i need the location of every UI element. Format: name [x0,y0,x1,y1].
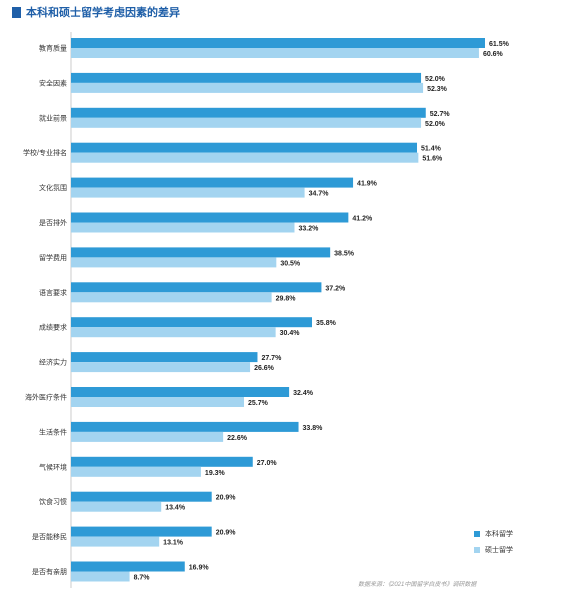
bar-master [71,117,422,128]
bar-master [71,48,479,58]
bar-undergrad [71,561,185,572]
category-label: 是否排外 [39,218,67,227]
bar-master [71,362,251,373]
legend-label-undergrad: 本科留学 [485,531,513,538]
value-label-master: 29.8% [276,295,297,302]
value-label-undergrad: 38.5% [334,250,355,257]
value-label-master: 19.3% [205,470,226,477]
title-marker [12,6,21,18]
value-label-master: 52.0% [425,121,446,128]
value-label-master: 30.5% [280,260,301,267]
category-label: 气候环境 [39,462,67,471]
bar-master [71,397,245,407]
value-label-undergrad: 52.7% [430,111,451,118]
bar-undergrad [71,38,485,48]
category-label: 成绩要求 [39,323,67,332]
bar-master [71,152,419,163]
category-label: 文化氛围 [39,183,67,192]
value-label-master: 34.7% [309,191,330,198]
value-label-undergrad: 37.2% [325,285,346,292]
legend-label-master: 硕士留学 [485,547,513,554]
category-label: 教育质量 [39,44,67,53]
value-label-master: 8.7% [134,575,151,582]
value-label-master: 22.6% [227,435,248,442]
bar-master [71,82,424,93]
value-label-undergrad: 52.0% [425,76,446,83]
bar-master [71,571,130,582]
bar-master [71,222,295,233]
bar-undergrad [71,282,322,293]
category-label: 饮食习惯 [39,497,67,506]
bar-master [71,431,224,442]
category-label: 语言要求 [39,288,67,297]
value-label-master: 30.4% [280,330,301,337]
value-label-master: 33.2% [298,226,319,233]
bar-undergrad [71,491,212,502]
category-label: 学校/专业排名 [23,148,67,157]
bars-group: 教育质量 61.5% 60.6% 安全因素 52.0% 52.3% 就业前景 52.7% 52.… [23,38,510,582]
value-label-master: 13.4% [165,505,186,512]
bar-master [71,187,305,198]
chart-title-block: 本科和硕士留学考虑因素的差异 [12,5,180,19]
legend-item-undergrad: 本科留学 [474,528,513,540]
bar-master [71,466,201,477]
legend-swatch-master [474,547,480,553]
bar-undergrad [71,107,426,118]
category-label: 留学费用 [39,253,67,262]
bar-undergrad [71,352,258,363]
source-note: 数据来源：《2021中国留学白皮书》调研数据 [358,582,477,588]
value-label-undergrad: 33.8% [303,425,324,432]
bar-master [71,257,277,268]
legend-swatch-undergrad [474,531,480,537]
bar-master [71,292,272,303]
value-label-undergrad: 35.8% [316,320,337,327]
bar-master [71,327,276,338]
category-label: 是否能移民 [32,532,67,541]
value-label-undergrad: 41.2% [352,216,373,223]
value-label-undergrad: 20.9% [216,495,237,502]
legend: 本科留学 硕士留学 [474,528,513,560]
bar-undergrad [71,387,290,397]
value-label-undergrad: 51.4% [421,146,442,153]
legend-item-master: 硕士留学 [474,544,513,556]
chart-title: 本科和硕士留学考虑因素的差异 [26,7,180,19]
category-label: 海外医疗条件 [25,393,67,402]
category-label: 是否有亲朋 [32,567,67,576]
category-label: 就业前景 [39,113,67,122]
bar-undergrad [71,177,354,188]
value-label-master: 52.3% [427,86,448,93]
bar-undergrad [71,142,418,153]
bar-master [71,501,162,512]
value-label-master: 51.6% [422,156,443,163]
bar-undergrad [71,526,212,537]
value-label-undergrad: 32.4% [293,390,314,397]
category-label: 安全因素 [39,78,67,87]
bar-master [71,536,160,547]
value-label-undergrad: 27.0% [257,460,278,467]
value-label-master: 60.6% [483,51,504,58]
value-label-master: 25.7% [248,400,269,407]
value-label-undergrad: 16.9% [189,565,210,572]
value-label-undergrad: 41.9% [357,181,378,188]
category-label: 生活条件 [39,427,67,436]
value-label-undergrad: 27.7% [261,355,282,362]
value-label-master: 13.1% [163,540,184,547]
category-label: 经济实力 [39,358,67,367]
value-label-undergrad: 61.5% [489,41,510,48]
bar-undergrad [71,421,299,432]
bar-undergrad [71,317,312,328]
value-label-undergrad: 20.9% [216,530,237,537]
bar-undergrad [71,456,253,467]
bar-undergrad [71,72,422,83]
bar-undergrad [71,212,349,223]
value-label-master: 26.6% [254,365,275,372]
bar-undergrad [71,247,331,258]
